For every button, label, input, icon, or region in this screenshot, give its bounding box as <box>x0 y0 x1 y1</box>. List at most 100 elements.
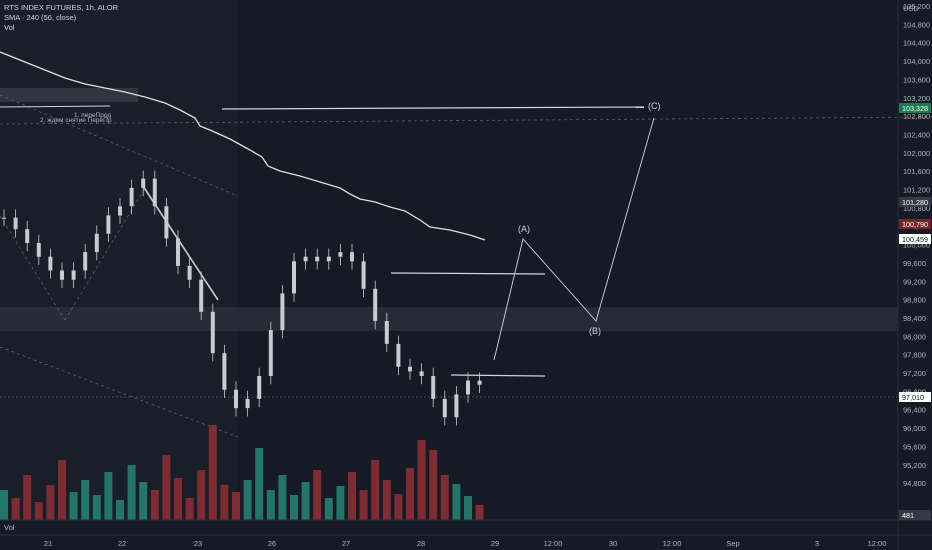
candle-body <box>234 389 238 409</box>
volume-bar <box>139 482 148 520</box>
volume-bar <box>150 490 159 520</box>
volume-bar <box>58 460 66 520</box>
y-tick-label: 97,600 <box>903 351 926 360</box>
candle-body <box>48 256 53 271</box>
y-tick-label: 102,400 <box>903 131 930 140</box>
volume-bar <box>243 480 252 520</box>
x-tick-label: Sep <box>726 539 739 548</box>
y-tick-label: 97,200 <box>903 369 926 378</box>
x-tick-label: 28 <box>417 539 425 548</box>
volume-bar <box>81 480 90 520</box>
volume-bar <box>336 486 345 520</box>
downtrend-line <box>142 185 219 301</box>
candle-body <box>303 256 308 262</box>
volume-bar <box>46 485 55 520</box>
volume-legend[interactable]: Vol <box>4 23 15 32</box>
volume-bar <box>0 490 8 520</box>
y-tick-label: 98,000 <box>903 332 926 341</box>
volume-bar <box>69 492 78 520</box>
volume-bar <box>34 502 43 520</box>
volume-bar <box>290 495 298 520</box>
candle-body <box>338 252 343 257</box>
candle-body <box>419 371 424 376</box>
note-1: 1. переПрод <box>74 112 111 119</box>
candle-body <box>396 343 401 367</box>
candle-body <box>466 380 470 395</box>
volume-bar <box>382 480 391 520</box>
volume-bar <box>11 498 20 520</box>
volume-bar <box>313 470 322 520</box>
sma-legend[interactable]: SMA · 240 (56, close) <box>4 13 77 22</box>
volume-bar <box>266 490 275 520</box>
candle-body <box>83 252 88 271</box>
candle-body <box>60 270 64 280</box>
volume-bar <box>23 475 32 520</box>
x-tick-label: 26 <box>268 539 276 548</box>
price-badge <box>899 392 931 402</box>
y-tick-label: 100,800 <box>903 204 930 213</box>
candle-body <box>431 376 436 399</box>
volume-bar <box>394 494 403 520</box>
price-badge <box>899 197 931 207</box>
x-tick-label: 12:00 <box>544 539 563 548</box>
volume-bar <box>197 470 206 520</box>
volume-bar <box>324 498 333 520</box>
y-tick-label: 99,600 <box>903 259 926 268</box>
x-tick-label: 22 <box>118 539 126 548</box>
candle-body <box>2 217 6 219</box>
price-badge-label: 103,328 <box>902 104 928 113</box>
candle-body <box>245 398 250 409</box>
x-tick-label: 12:00 <box>663 539 682 548</box>
y-tick-label: 100,000 <box>903 241 930 250</box>
time-axis[interactable]: 21 22 23 26 27 28 29 12:00 30 12:00 Sep 3 12:00 <box>44 539 887 548</box>
symbol-title[interactable]: RTS INDEX FUTURES, 1h, ALOR <box>4 3 119 12</box>
wave-projection <box>493 117 655 361</box>
candle-body <box>222 353 227 390</box>
x-tick-label: 21 <box>44 539 52 548</box>
candle-body <box>384 321 389 344</box>
price-badge-label: 481 <box>902 511 914 520</box>
candle-body <box>129 187 134 207</box>
candle-body <box>315 256 320 262</box>
candle-body <box>118 206 122 216</box>
y-tick-label: 98,400 <box>903 314 926 323</box>
candle-body <box>141 178 146 188</box>
volume-bar <box>406 468 414 520</box>
candle-body <box>292 261 296 294</box>
candle-body <box>106 215 111 234</box>
x-tick-label: 30 <box>609 539 617 548</box>
horizontal-line-c <box>221 106 645 110</box>
volume-bar <box>429 450 438 520</box>
volume-bar <box>371 460 380 520</box>
candle-body <box>36 243 41 257</box>
candle-body <box>94 233 99 253</box>
volume-bar <box>417 440 426 520</box>
candle-body <box>268 330 273 376</box>
note-2: 2. ждем снятие ПереПр <box>40 117 112 124</box>
candle-body <box>25 229 30 243</box>
y-tick-label: 96,000 <box>903 424 926 433</box>
price-axis[interactable]: 105,200 104,800 104,400 104,000 103,600 103,2… <box>903 2 930 488</box>
price-badge <box>899 234 931 244</box>
candle-body <box>210 311 215 354</box>
candle-body <box>280 293 285 331</box>
volume-bar <box>464 496 472 520</box>
x-tick-label: 27 <box>342 539 350 548</box>
y-tick-label: 101,200 <box>903 186 930 195</box>
candle-body <box>176 238 180 266</box>
volume-bar <box>475 505 484 520</box>
horizontal-line-low <box>450 374 546 377</box>
volume-bar <box>359 490 368 520</box>
volume-bar <box>104 472 113 520</box>
y-tick-label: 102,000 <box>903 149 930 158</box>
y-tick-label: 104,800 <box>903 20 930 29</box>
x-tick-label: 3 <box>815 539 819 548</box>
candle-body <box>187 265 192 280</box>
candle-body <box>373 288 378 321</box>
wave-b-label: (B) <box>589 326 601 336</box>
volume-bar <box>255 448 264 520</box>
volume-bar <box>220 485 229 520</box>
price-badges: 103,328 101,280 100,790 100,459 97,010 481 <box>899 103 931 520</box>
y-tick-label: 98,800 <box>903 296 926 305</box>
